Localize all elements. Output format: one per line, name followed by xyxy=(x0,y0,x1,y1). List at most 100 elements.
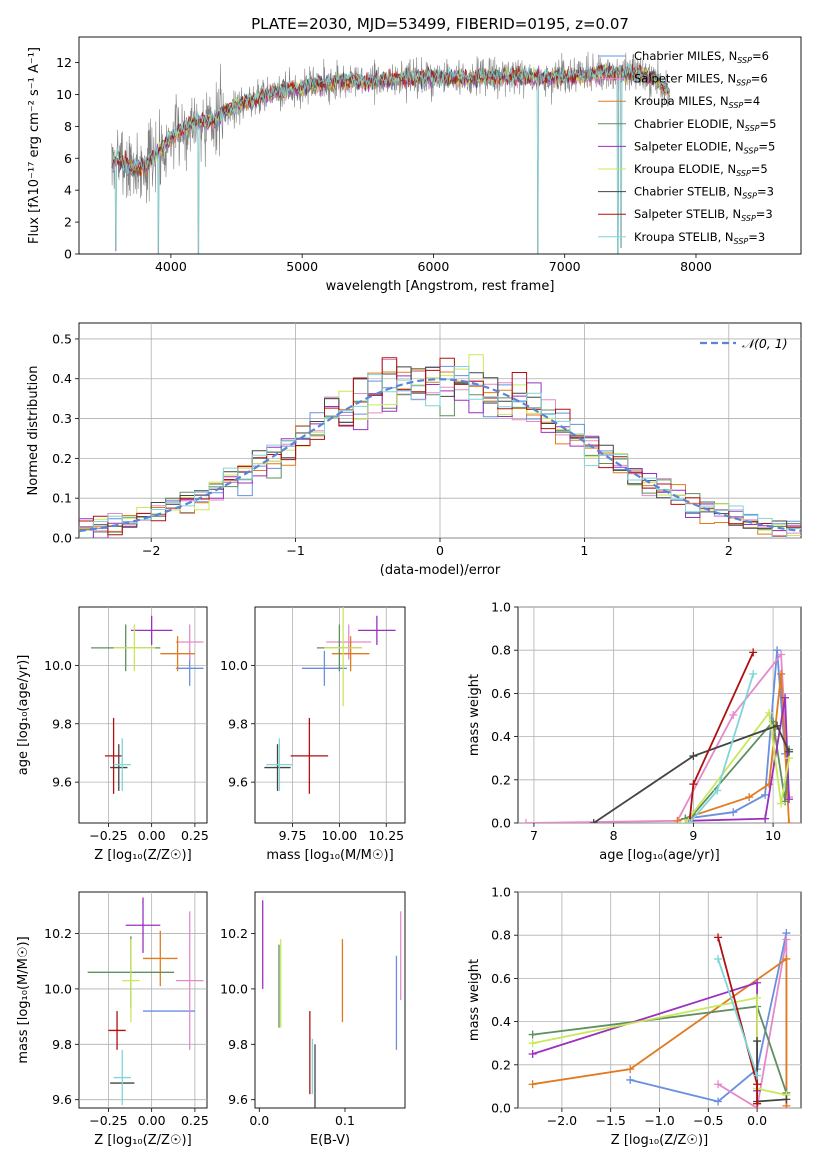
histogram-9 xyxy=(79,366,801,538)
y-tick-label: 0.4 xyxy=(491,1014,511,1029)
errorbar-point-3 xyxy=(331,636,370,672)
y-tick-label: 10.2 xyxy=(220,926,248,941)
x-tick-label: 10 xyxy=(765,828,781,843)
weight-marker xyxy=(777,799,786,808)
x-tick-label: −1 xyxy=(286,543,304,558)
x-tick-label: 4000 xyxy=(155,259,187,274)
weight-series-9 xyxy=(688,673,755,823)
panel-mass-vs-EBV: 0.0 0.1 9.6 9.8 10.0 10.2 E(B-V) xyxy=(220,891,406,1148)
model-spectrum-line-9 xyxy=(111,63,670,254)
y-tick-label: 0.0 xyxy=(491,816,511,831)
y-tick-label: 10.2 xyxy=(44,926,72,941)
y-tick-label: 0.3 xyxy=(52,411,72,426)
normal-curve xyxy=(79,378,801,533)
x-axis-label: (data-model)/error xyxy=(380,563,501,578)
y-axis-label: mass weight xyxy=(467,959,482,1041)
plot-frame xyxy=(254,606,406,824)
x-tick-label: 10.25 xyxy=(368,828,404,843)
weight-marker xyxy=(785,747,794,756)
panel-weight-vs-Z: −2.0 −1.5 −1.0 −0.5 0.0 0.0 0.2 0.4 0.6 0.8 1.0 Z [… xyxy=(467,885,802,1148)
y-tick-label: 9.6 xyxy=(52,1092,72,1107)
x-tick-label: 8 xyxy=(610,828,618,843)
x-tick-label: 0.00 xyxy=(138,1113,166,1128)
x-tick-label: −0.5 xyxy=(693,1113,723,1128)
weight-marker xyxy=(626,1065,635,1074)
weight-lines xyxy=(521,646,794,823)
errorbar-point-6 xyxy=(324,607,362,707)
y-tick-label: 0.5 xyxy=(52,331,72,346)
weight-marker xyxy=(713,786,722,795)
x-axis-label: Z [log₁₀(Z/Z☉)] xyxy=(611,1133,708,1148)
weight-marker xyxy=(528,1039,537,1048)
weight-lines xyxy=(528,929,791,1108)
y-tick-label: 9.8 xyxy=(228,1037,248,1052)
y-tick-label: 10.0 xyxy=(220,658,248,673)
weight-marker xyxy=(781,693,790,702)
y-axis-label: age [log₁₀(age/yr)] xyxy=(16,655,31,776)
legend-label: Kroupa MILES, NSSP=4 xyxy=(634,94,760,110)
weight-marker xyxy=(753,1037,762,1046)
y-tick-label: 9.6 xyxy=(228,775,248,790)
y-tick-label: 0.0 xyxy=(52,531,72,546)
weight-marker xyxy=(761,814,770,823)
errorbar-point-5 xyxy=(130,615,173,645)
y-tick-label: 9.8 xyxy=(52,1037,72,1052)
histogram-area xyxy=(79,354,801,538)
errorbar-area xyxy=(91,615,204,794)
legend-label: Chabrier ELODIE, NSSP=5 xyxy=(634,117,776,133)
y-tick-label: 10.0 xyxy=(220,981,248,996)
y-tick-label: 8 xyxy=(64,119,72,134)
x-tick-label: 1 xyxy=(580,543,588,558)
errorbar-point-7 xyxy=(110,744,128,791)
legend-label: Kroupa ELODIE, NSSP=5 xyxy=(634,162,768,178)
weight-marker xyxy=(528,1080,537,1089)
weight-series-7 xyxy=(593,724,790,823)
errorbar-area xyxy=(262,900,402,1108)
errorbar-point-7 xyxy=(264,744,291,791)
weight-marker xyxy=(773,646,782,655)
weight-series-2 xyxy=(717,939,788,1108)
x-tick-label: 9.75 xyxy=(279,828,307,843)
model-spectrum-line-6 xyxy=(111,62,670,174)
weight-marker xyxy=(714,1080,723,1089)
weight-marker xyxy=(782,954,791,963)
plot-frame xyxy=(78,606,208,824)
weight-marker xyxy=(689,752,698,761)
y-tick-label: 9.8 xyxy=(52,716,72,731)
x-axis-label: E(B-V) xyxy=(310,1133,350,1148)
legend-label: Chabrier MILES, NSSP=6 xyxy=(634,49,769,65)
x-tick-label: 0.1 xyxy=(335,1113,355,1128)
y-tick-label: 0.4 xyxy=(491,729,511,744)
x-tick-label: 7000 xyxy=(549,259,581,274)
weight-marker xyxy=(765,780,774,789)
plot-frame xyxy=(254,891,406,1109)
errorbar-point-8 xyxy=(108,1011,126,1050)
weight-marker xyxy=(765,708,774,717)
y-tick-label: 0.8 xyxy=(491,643,511,658)
x-tick-label: 0 xyxy=(436,543,444,558)
y-axis-label: Normed distribution xyxy=(26,366,41,496)
errorbar-point-6 xyxy=(113,624,156,672)
y-tick-label: 0.8 xyxy=(491,928,511,943)
x-tick-label: −2.0 xyxy=(547,1113,577,1128)
legend-label: Chabrier STELIB, NSSP=3 xyxy=(634,185,774,201)
legend-label: Salpeter ELODIE, NSSP=5 xyxy=(634,139,775,155)
y-tick-label: 0.0 xyxy=(491,1101,511,1116)
x-tick-label: 2 xyxy=(725,543,733,558)
weight-marker xyxy=(681,819,690,823)
y-tick-label: 0.2 xyxy=(491,1057,511,1072)
x-tick-label: 0.0 xyxy=(747,1113,767,1128)
x-tick-label: 0.25 xyxy=(181,828,209,843)
y-tick-label: 9.6 xyxy=(228,1092,248,1107)
y-tick-label: 0.2 xyxy=(491,772,511,787)
weight-series-8 xyxy=(717,937,758,1104)
weight-marker xyxy=(749,648,758,657)
y-tick-label: 0.4 xyxy=(52,371,72,386)
x-axis-label: age [log₁₀(age/yr)] xyxy=(599,848,720,863)
y-tick-label: 1.0 xyxy=(491,885,511,900)
y-axis-label: Flux [fλ10⁻¹⁷ erg cm⁻² s⁻¹ A⁻¹] xyxy=(27,47,42,244)
errorbar-area xyxy=(87,897,204,1106)
weight-series-6 xyxy=(684,710,790,823)
errorbar-point-9 xyxy=(113,738,131,791)
weight-marker xyxy=(714,1097,723,1106)
